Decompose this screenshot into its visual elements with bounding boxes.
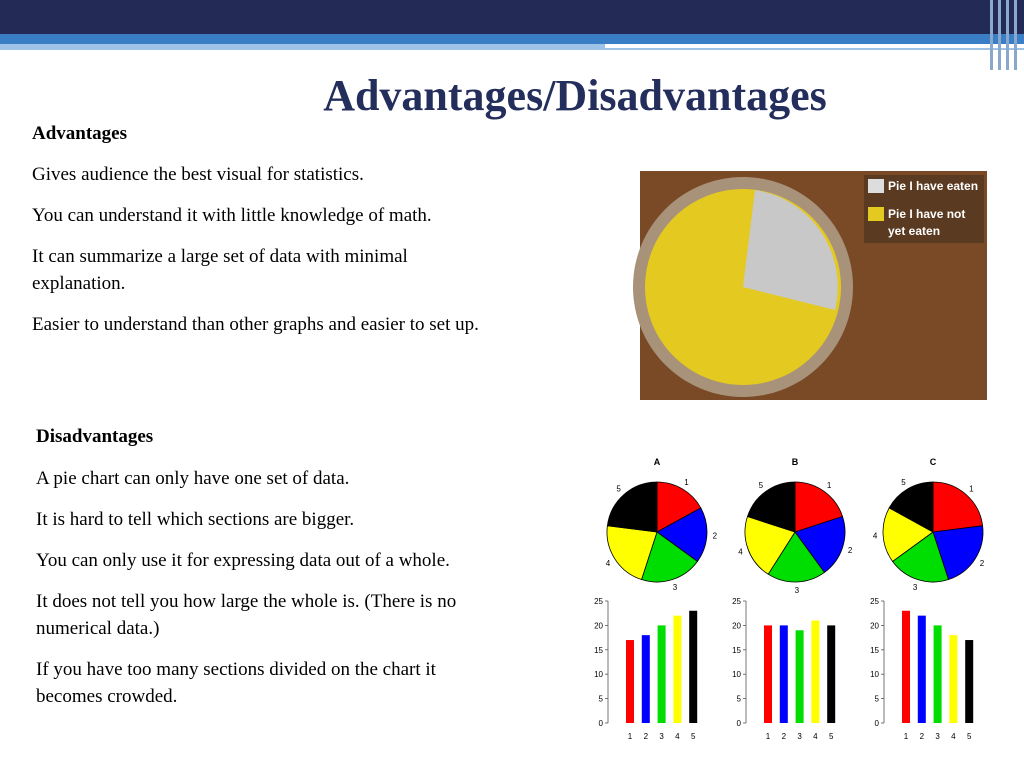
bar	[641, 635, 650, 723]
bullet-text: It can summarize a large set of data wit…	[32, 246, 408, 294]
bullet-text: You can only use it for expressing data …	[36, 550, 450, 571]
pie-label: 1	[684, 478, 689, 487]
x-tick-label: 5	[829, 732, 834, 741]
y-tick-label: 25	[594, 597, 603, 606]
pie-slice	[932, 481, 984, 533]
pie-slice	[606, 525, 658, 581]
legend-label: Pie I have eaten	[888, 179, 979, 193]
y-tick-label: 15	[732, 646, 741, 655]
pie-label: 5	[759, 481, 764, 490]
pie-slice	[656, 507, 708, 562]
y-tick-label: 10	[594, 670, 603, 679]
bullet-text: It is hard to tell which sections are bi…	[36, 509, 355, 530]
y-tick-label: 10	[732, 670, 741, 679]
heading: Disadvantages	[36, 426, 154, 447]
pie-slice	[767, 531, 825, 583]
x-tick-label: 5	[691, 732, 696, 741]
bar	[917, 615, 926, 723]
pie-slice	[891, 531, 949, 583]
y-tick-label: 5	[599, 695, 604, 704]
pie-slice	[656, 481, 702, 533]
pie-label: 4	[738, 548, 743, 557]
bar	[764, 625, 772, 723]
x-tick-label: 2	[644, 732, 649, 741]
pie-slice	[606, 481, 658, 533]
bar	[933, 625, 942, 723]
x-tick-label: 2	[920, 732, 925, 741]
heading: Advantages	[32, 123, 128, 144]
pie-slice	[794, 481, 844, 533]
x-tick-label: 4	[951, 732, 956, 741]
pie-slice	[746, 481, 796, 533]
pie-label: 1	[969, 484, 974, 493]
bullet-text: You can understand it with little knowle…	[32, 205, 432, 226]
y-tick-label: 25	[870, 597, 879, 606]
pie-title: A	[654, 457, 661, 467]
pie-slice	[888, 481, 934, 533]
pie-label: 4	[873, 532, 878, 541]
y-tick-label: 0	[737, 719, 742, 728]
x-tick-label: 3	[659, 732, 664, 741]
bar	[779, 625, 788, 723]
bar	[673, 615, 682, 723]
pie-label: 5	[616, 484, 621, 493]
y-tick-label: 0	[599, 719, 604, 728]
pie-label: 1	[827, 481, 832, 490]
bullet-text: Gives audience the best visual for stati…	[32, 164, 364, 185]
y-tick-label: 10	[870, 670, 879, 679]
pie-slice	[882, 507, 934, 562]
y-tick-label: 5	[875, 695, 880, 704]
slide-title: Advantages/Disadvantages	[323, 71, 827, 120]
x-tick-label: 5	[967, 732, 972, 741]
x-tick-label: 1	[766, 732, 771, 741]
pie-label: 3	[673, 583, 678, 592]
x-tick-label: 3	[797, 732, 802, 741]
bar	[965, 640, 974, 723]
bar	[689, 610, 698, 723]
pie-label: 3	[913, 583, 918, 592]
y-tick-label: 0	[875, 719, 880, 728]
bar	[811, 620, 820, 723]
bar	[795, 630, 804, 723]
pie-slice	[932, 525, 984, 581]
bullet-text: A pie chart can only have one set of dat…	[36, 468, 350, 489]
pie-slice	[641, 531, 699, 583]
bullet-text: Easier to understand than other graphs a…	[32, 314, 479, 335]
pie-label: 3	[795, 586, 800, 595]
pie-label: 2	[848, 546, 853, 555]
bar	[827, 625, 836, 723]
pie-label: 2	[713, 532, 718, 541]
pie-title: C	[930, 457, 937, 467]
pie-slice	[744, 516, 796, 575]
pie-label: 5	[901, 478, 906, 487]
bullet-text: It does not tell you how large the whole…	[36, 591, 457, 639]
y-tick-label: 15	[870, 646, 879, 655]
pie-title: B	[792, 457, 799, 467]
pie-slice	[794, 516, 846, 574]
y-tick-label: 20	[870, 621, 879, 630]
x-tick-label: 3	[935, 732, 940, 741]
y-tick-label: 5	[737, 695, 742, 704]
x-tick-label: 1	[904, 732, 909, 741]
bar	[902, 610, 910, 723]
legend-label: Pie I have not yet eaten	[888, 207, 966, 238]
bar	[657, 625, 666, 723]
x-tick-label: 4	[675, 732, 680, 741]
y-tick-label: 20	[594, 621, 603, 630]
bar	[626, 640, 634, 723]
y-tick-label: 25	[732, 597, 741, 606]
bar	[949, 635, 958, 723]
x-tick-label: 1	[628, 732, 633, 741]
x-tick-label: 4	[813, 732, 818, 741]
bullet-text: If you have too many sections divided on…	[36, 659, 436, 707]
pie-label: 2	[980, 559, 985, 568]
y-tick-label: 20	[732, 621, 741, 630]
x-tick-label: 2	[782, 732, 787, 741]
pie-label: 4	[606, 559, 611, 568]
y-tick-label: 15	[594, 646, 603, 655]
